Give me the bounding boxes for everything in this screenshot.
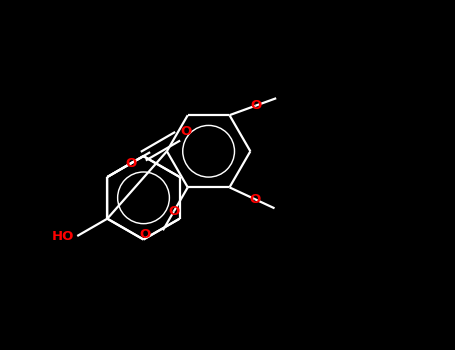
- Text: HO: HO: [52, 230, 74, 243]
- Text: O: O: [250, 99, 261, 112]
- Text: O: O: [181, 125, 192, 138]
- Text: O: O: [249, 193, 260, 205]
- Text: O: O: [168, 205, 179, 218]
- Text: O: O: [140, 228, 151, 241]
- Text: O: O: [126, 156, 137, 170]
